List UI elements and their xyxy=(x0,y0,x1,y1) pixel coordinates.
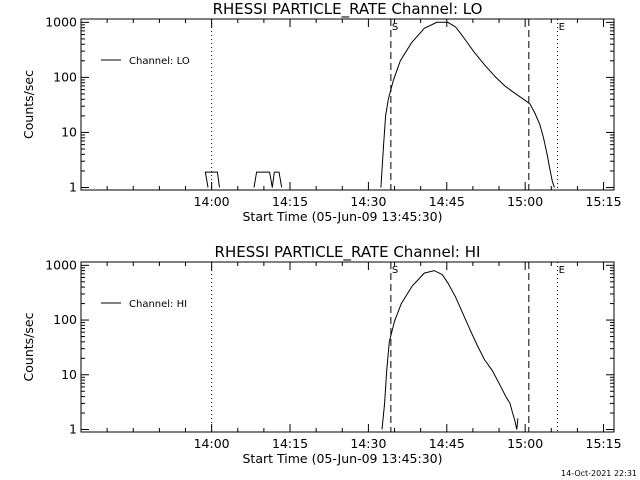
x-tick-label: 14:30 xyxy=(350,436,386,451)
time-marker-label: E xyxy=(559,265,565,276)
x-tick-label: 14:45 xyxy=(429,436,465,451)
x-tick-label: 14:15 xyxy=(272,194,308,209)
plot-frame xyxy=(80,261,615,433)
x-tick-label: 15:00 xyxy=(507,194,543,209)
y-tick-label: 10 xyxy=(61,124,77,139)
y-tick-label: 1000 xyxy=(45,257,77,272)
series-line xyxy=(204,171,220,188)
time-marker-label: S xyxy=(392,22,398,33)
legend-label: Channel: LO xyxy=(129,56,190,67)
y-tick-label: 10 xyxy=(61,367,77,382)
panel-lo: RHESSI PARTICLE_RATE Channel: LO 14:00 14:… xyxy=(21,0,622,224)
panel-hi: RHESSI PARTICLE_RATE Channel: HI 14:00 14:… xyxy=(21,243,622,466)
x-tick-label: 15:15 xyxy=(586,194,622,209)
y-tick-label: 1 xyxy=(69,179,77,194)
x-tick-label: 14:15 xyxy=(272,436,308,451)
x-tick-label: 14:00 xyxy=(194,436,230,451)
x-tick-label: 14:45 xyxy=(429,194,465,209)
y-axis-label: Counts/sec xyxy=(21,70,36,139)
time-marker-label: E xyxy=(559,22,565,33)
time-marker-label: S xyxy=(392,265,398,276)
series-line xyxy=(380,21,555,188)
chart-title: RHESSI PARTICLE_RATE Channel: LO xyxy=(213,0,483,19)
y-tick-label: 100 xyxy=(53,69,77,84)
timestamp: 14-Oct-2021 22:31 xyxy=(561,469,637,478)
x-tick-label: 15:15 xyxy=(586,436,622,451)
series-line xyxy=(381,270,519,430)
x-tick-label: 14:30 xyxy=(350,194,386,209)
series-line xyxy=(253,171,283,188)
x-tick-label: 15:00 xyxy=(507,436,543,451)
legend-label: Channel: HI xyxy=(129,299,187,310)
y-tick-label: 1 xyxy=(69,421,77,436)
y-axis-label: Counts/sec xyxy=(21,312,36,381)
x-axis-label: Start Time (05-Jun-09 13:45:30) xyxy=(243,209,443,224)
plot-frame xyxy=(80,18,615,191)
x-tick-label: 14:00 xyxy=(194,194,230,209)
y-tick-label: 1000 xyxy=(45,14,77,29)
x-axis-label: Start Time (05-Jun-09 13:45:30) xyxy=(243,451,443,466)
chart-title: RHESSI PARTICLE_RATE Channel: HI xyxy=(215,243,481,262)
y-tick-label: 100 xyxy=(53,312,77,327)
